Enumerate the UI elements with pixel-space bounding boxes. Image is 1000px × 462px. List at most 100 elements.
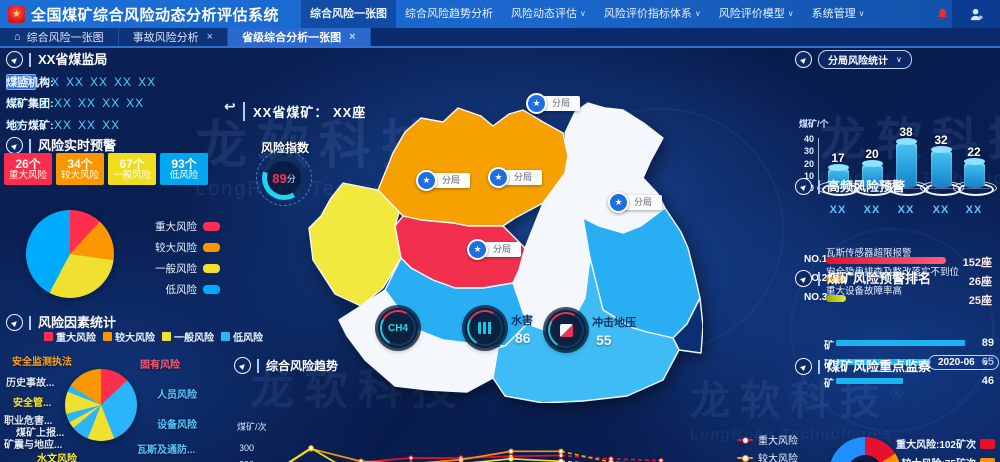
bureau-item[interactable]: XX [102, 118, 121, 132]
bureau-item[interactable]: XX [126, 96, 145, 110]
branch-bar-2[interactable] [896, 138, 917, 188]
map-marker-3[interactable]: ★ 分局 [608, 192, 663, 213]
stat-label: 低风险 [169, 169, 199, 181]
map-region-southwest-white[interactable] [338, 289, 499, 393]
factor-legend-item-1[interactable]: 较大风险 [103, 329, 155, 344]
bureau-item[interactable]: XX [66, 75, 85, 89]
map-back-icon[interactable]: ↩ [224, 98, 236, 114]
branch-bar-0[interactable] [828, 164, 849, 188]
bureau-item[interactable]: XX [78, 96, 97, 110]
tab-1[interactable]: 事故风险分析 × [118, 28, 229, 46]
donut-legend-item-0[interactable]: 重大风险:102矿次 [896, 436, 995, 451]
stat-box-1[interactable]: 34个 较大风险 [56, 153, 104, 185]
trend-legend-item-1[interactable]: 较大风险 [737, 450, 798, 462]
factor-label-8: 安全管... [13, 398, 52, 409]
bureau-item[interactable]: XX [114, 75, 133, 89]
bureau-item[interactable]: XX [30, 96, 49, 110]
legend-item-2[interactable]: 一般风险 [143, 261, 220, 276]
map-badge-water[interactable] [465, 308, 505, 348]
branch-stat-dropdown[interactable]: 分局风险统计 ∨ [818, 50, 912, 69]
highfreq-bar[interactable] [826, 276, 847, 283]
panel-header-ranking: ▶ 煤矿风险预警排名 [795, 270, 931, 287]
badge-value: 86 [515, 330, 531, 346]
branch-category-label[interactable]: XX [897, 204, 915, 216]
chevron-down-icon: ∨ [694, 9, 701, 18]
nav-item-2[interactable]: 风险动态评估 ∨ [502, 0, 595, 28]
risk-index-unit: 分 [286, 173, 296, 184]
bureau-item[interactable]: XX [6, 118, 25, 132]
factor-legend-item-0[interactable]: 重大风险 [44, 329, 96, 344]
notification-bell-icon[interactable] [936, 8, 949, 21]
panel-icon: ▶ [234, 357, 251, 374]
factor-legend-item-2[interactable]: 一般风险 [162, 329, 214, 344]
factor-legend-item-3[interactable]: 低风险 [221, 329, 263, 344]
stat-box-0[interactable]: 26个 重大风险 [4, 153, 52, 185]
stat-box-2[interactable]: 67个 一般风险 [108, 153, 156, 185]
user-account-icon[interactable] [969, 7, 984, 22]
nav-item-5[interactable]: 系统管理 ∨ [803, 0, 874, 28]
bureau-item[interactable]: XX [90, 75, 109, 89]
branch-category-label[interactable]: XX [932, 204, 950, 216]
risk-factor-pie-chart[interactable] [65, 369, 137, 441]
branch-category-label[interactable]: XX [965, 204, 983, 216]
legend-item-0[interactable]: 重大风险 [143, 219, 220, 234]
ranking-label: 矿 [824, 379, 834, 390]
water-icon [478, 322, 492, 334]
national-emblem-logo: ★ [8, 5, 25, 23]
map-badge-pressure[interactable] [546, 310, 586, 350]
tab-0[interactable]: ⌂ 综合风险一张图 [0, 28, 119, 46]
branch-category-label[interactable]: XX [829, 204, 847, 216]
branch-bar-4[interactable] [964, 158, 985, 188]
bureau-item[interactable]: XX [78, 118, 97, 132]
chevron-down-icon: ∨ [982, 358, 989, 367]
risk-level-pie-chart[interactable] [26, 210, 114, 298]
ranking-bar[interactable] [836, 378, 903, 384]
stat-count: 34个 [67, 156, 93, 171]
bureau-item[interactable]: XX [138, 75, 157, 89]
bureau-item[interactable]: XX [54, 96, 73, 110]
legend-item-1[interactable]: 较大风险 [143, 240, 220, 255]
bureau-item[interactable]: XX [54, 118, 73, 132]
trend-legend-item-0[interactable]: 重大风险 [737, 432, 798, 447]
branch-bar-1[interactable] [862, 160, 883, 188]
map-marker-4[interactable]: ★ 分局 [467, 239, 522, 260]
supervision-panel-title: 煤矿风险重点监察 [818, 359, 931, 374]
bureau-chip[interactable]: 省局 [6, 74, 36, 90]
badge-label: 水害 [511, 315, 533, 327]
nav-item-3[interactable]: 风险评价指标体系 ∨ [595, 0, 710, 28]
factor-label-5: 矿震与地应... [4, 440, 63, 451]
close-icon[interactable]: × [349, 31, 356, 43]
marker-label: 分局 [480, 242, 522, 257]
branch-category-label[interactable]: XX [863, 204, 881, 216]
supervision-donut-chart[interactable] [829, 437, 901, 462]
branch-ytick: 30 [803, 146, 814, 157]
donut-legend-item-1[interactable]: 较大风险:75矿次 [902, 455, 995, 462]
bureau-item[interactable]: XX [42, 75, 61, 89]
legend-item-3[interactable]: 低风险 [143, 282, 220, 297]
tab-bar: ⌂ 综合风险一张图 事故风险分析 × 省级综合分析一张图 × [0, 28, 1000, 48]
factor-legend: 重大风险 较大风险 一般风险 低风险 [44, 329, 263, 344]
branch-bar-3[interactable] [931, 146, 952, 188]
ranking-bar[interactable] [836, 340, 965, 346]
map-marker-2[interactable]: ★ 分局 [488, 167, 543, 188]
panel-header-supervision: ▶ 煤矿风险重点监察 [795, 358, 931, 375]
tab-2[interactable]: 省级综合分析一张图 × [228, 28, 371, 46]
chevron-down-icon: ∨ [858, 9, 865, 18]
stat-box-3[interactable]: 93个 低风险 [160, 153, 208, 185]
map-badge-gas[interactable]: CH4 [378, 308, 418, 348]
trend-line-chart[interactable]: 010020030009/0409/0509/0609/0709/0809/09… [240, 428, 760, 462]
ranking-bar[interactable] [836, 359, 930, 365]
highfreq-bar[interactable] [826, 257, 946, 264]
bureau-item[interactable]: XX [102, 96, 121, 110]
nav-item-1[interactable]: 综合风险趋势分析 [405, 8, 494, 20]
map-marker-0[interactable]: ★ 分局 [526, 93, 581, 114]
nav-item-0[interactable]: 综合风险一张图 [301, 0, 397, 28]
close-icon[interactable]: × [206, 31, 214, 43]
bureau-item[interactable]: XX [30, 118, 49, 132]
branch-bar-chart[interactable]: 01020304017XX20XX38XX32XX22XX [796, 125, 998, 218]
nav-item-4[interactable]: 风险评价模型 ∨ [710, 0, 803, 28]
map-marker-1[interactable]: ★ 分局 [416, 170, 471, 191]
period-dropdown[interactable]: 2020-06 ∨ [928, 355, 999, 370]
bureau-item[interactable]: XX [6, 96, 25, 110]
highfreq-bar[interactable] [826, 295, 846, 302]
